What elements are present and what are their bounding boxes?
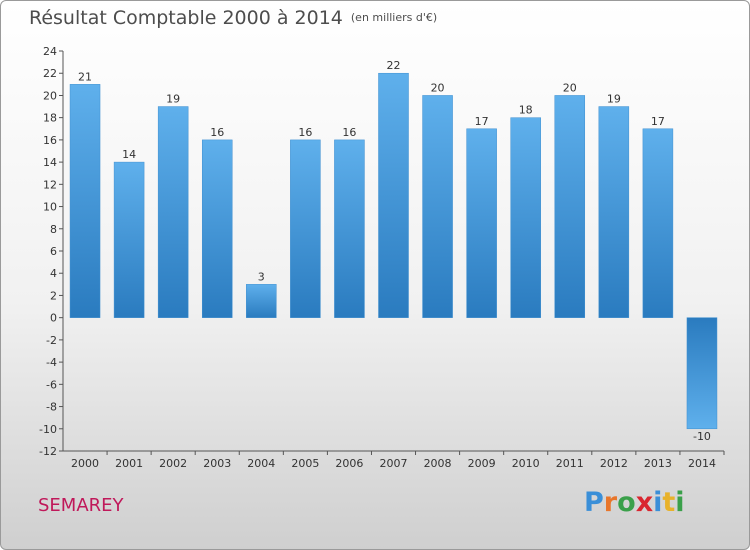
data-label: 19 <box>166 93 180 106</box>
bar[interactable] <box>246 284 277 318</box>
chart-title: Résultat Comptable 2000 à 2014 (en millie… <box>29 7 438 29</box>
y-tick-label: 0 <box>50 312 57 325</box>
data-label: 16 <box>342 126 356 139</box>
bar[interactable] <box>642 128 674 318</box>
data-label: 17 <box>651 115 665 128</box>
data-label: 21 <box>78 70 92 83</box>
bar[interactable] <box>554 95 586 318</box>
y-tick-label: -2 <box>46 334 57 347</box>
data-label: 20 <box>431 81 445 94</box>
bar[interactable] <box>466 128 497 318</box>
y-tick-label: 14 <box>43 156 57 169</box>
y-tick-label: 12 <box>43 178 57 191</box>
y-tick-label: 2 <box>50 289 57 302</box>
data-label: 20 <box>563 81 577 94</box>
bar[interactable] <box>157 106 189 318</box>
y-tick-label: 4 <box>50 267 57 280</box>
x-tick-label: 2003 <box>203 457 231 470</box>
data-label: 3 <box>258 270 265 283</box>
x-tick-label: 2004 <box>247 457 275 470</box>
data-label: 22 <box>387 59 401 72</box>
x-tick-label: 2013 <box>644 457 672 470</box>
x-tick-label: 2002 <box>159 457 187 470</box>
bar[interactable] <box>113 161 145 318</box>
data-label: 14 <box>122 148 136 161</box>
x-tick-label: 2011 <box>556 457 584 470</box>
logo-letter: r <box>603 487 618 518</box>
logo-letter: i <box>653 487 663 518</box>
x-tick-label: 2009 <box>468 457 496 470</box>
y-tick-label: 8 <box>50 223 57 236</box>
x-tick-label: 2006 <box>335 457 363 470</box>
bar[interactable] <box>378 72 409 318</box>
commune-name: SEMAREY <box>38 495 124 516</box>
y-tick-label: -10 <box>39 423 57 436</box>
proxiti-logo[interactable]: Proxiti <box>584 487 685 518</box>
data-label: 16 <box>210 126 224 139</box>
data-label: 17 <box>475 115 489 128</box>
bar[interactable] <box>334 139 365 318</box>
logo-letter: x <box>635 487 654 518</box>
y-tick-label: 6 <box>50 245 57 258</box>
x-tick-label: 2012 <box>600 457 628 470</box>
bar[interactable] <box>69 84 101 318</box>
bar[interactable] <box>686 317 718 430</box>
y-tick-label: -6 <box>46 378 57 391</box>
x-tick-label: 2010 <box>512 457 540 470</box>
y-tick-label: 20 <box>43 89 57 102</box>
y-tick-label: 22 <box>43 67 57 80</box>
logo-letter: o <box>617 487 636 518</box>
logo-letter: t <box>662 487 676 518</box>
data-label: 16 <box>298 126 312 139</box>
bar[interactable] <box>422 95 453 318</box>
y-tick-label: 18 <box>43 112 57 125</box>
data-label: 19 <box>607 93 621 106</box>
bar[interactable] <box>510 117 541 318</box>
y-tick-label: 24 <box>43 45 57 58</box>
logo-letter: P <box>584 487 604 518</box>
y-tick-label: 10 <box>43 201 57 214</box>
x-tick-label: 2005 <box>291 457 319 470</box>
data-label: 18 <box>519 104 533 117</box>
chart-subtitle: (en milliers d'€) <box>350 11 438 24</box>
bar[interactable] <box>201 139 233 318</box>
y-tick-label: 16 <box>43 134 57 147</box>
x-tick-label: 2007 <box>380 457 408 470</box>
y-tick-label: -8 <box>46 401 57 414</box>
x-tick-label: 2014 <box>688 457 716 470</box>
x-tick-label: 2000 <box>71 457 99 470</box>
bar[interactable] <box>290 139 321 318</box>
y-tick-label: -12 <box>39 445 57 458</box>
bar[interactable] <box>598 106 630 318</box>
y-tick-label: -4 <box>46 356 57 369</box>
logo-letter: i <box>675 487 685 518</box>
data-label: -10 <box>693 430 711 443</box>
x-tick-label: 2001 <box>115 457 143 470</box>
x-tick-label: 2008 <box>424 457 452 470</box>
